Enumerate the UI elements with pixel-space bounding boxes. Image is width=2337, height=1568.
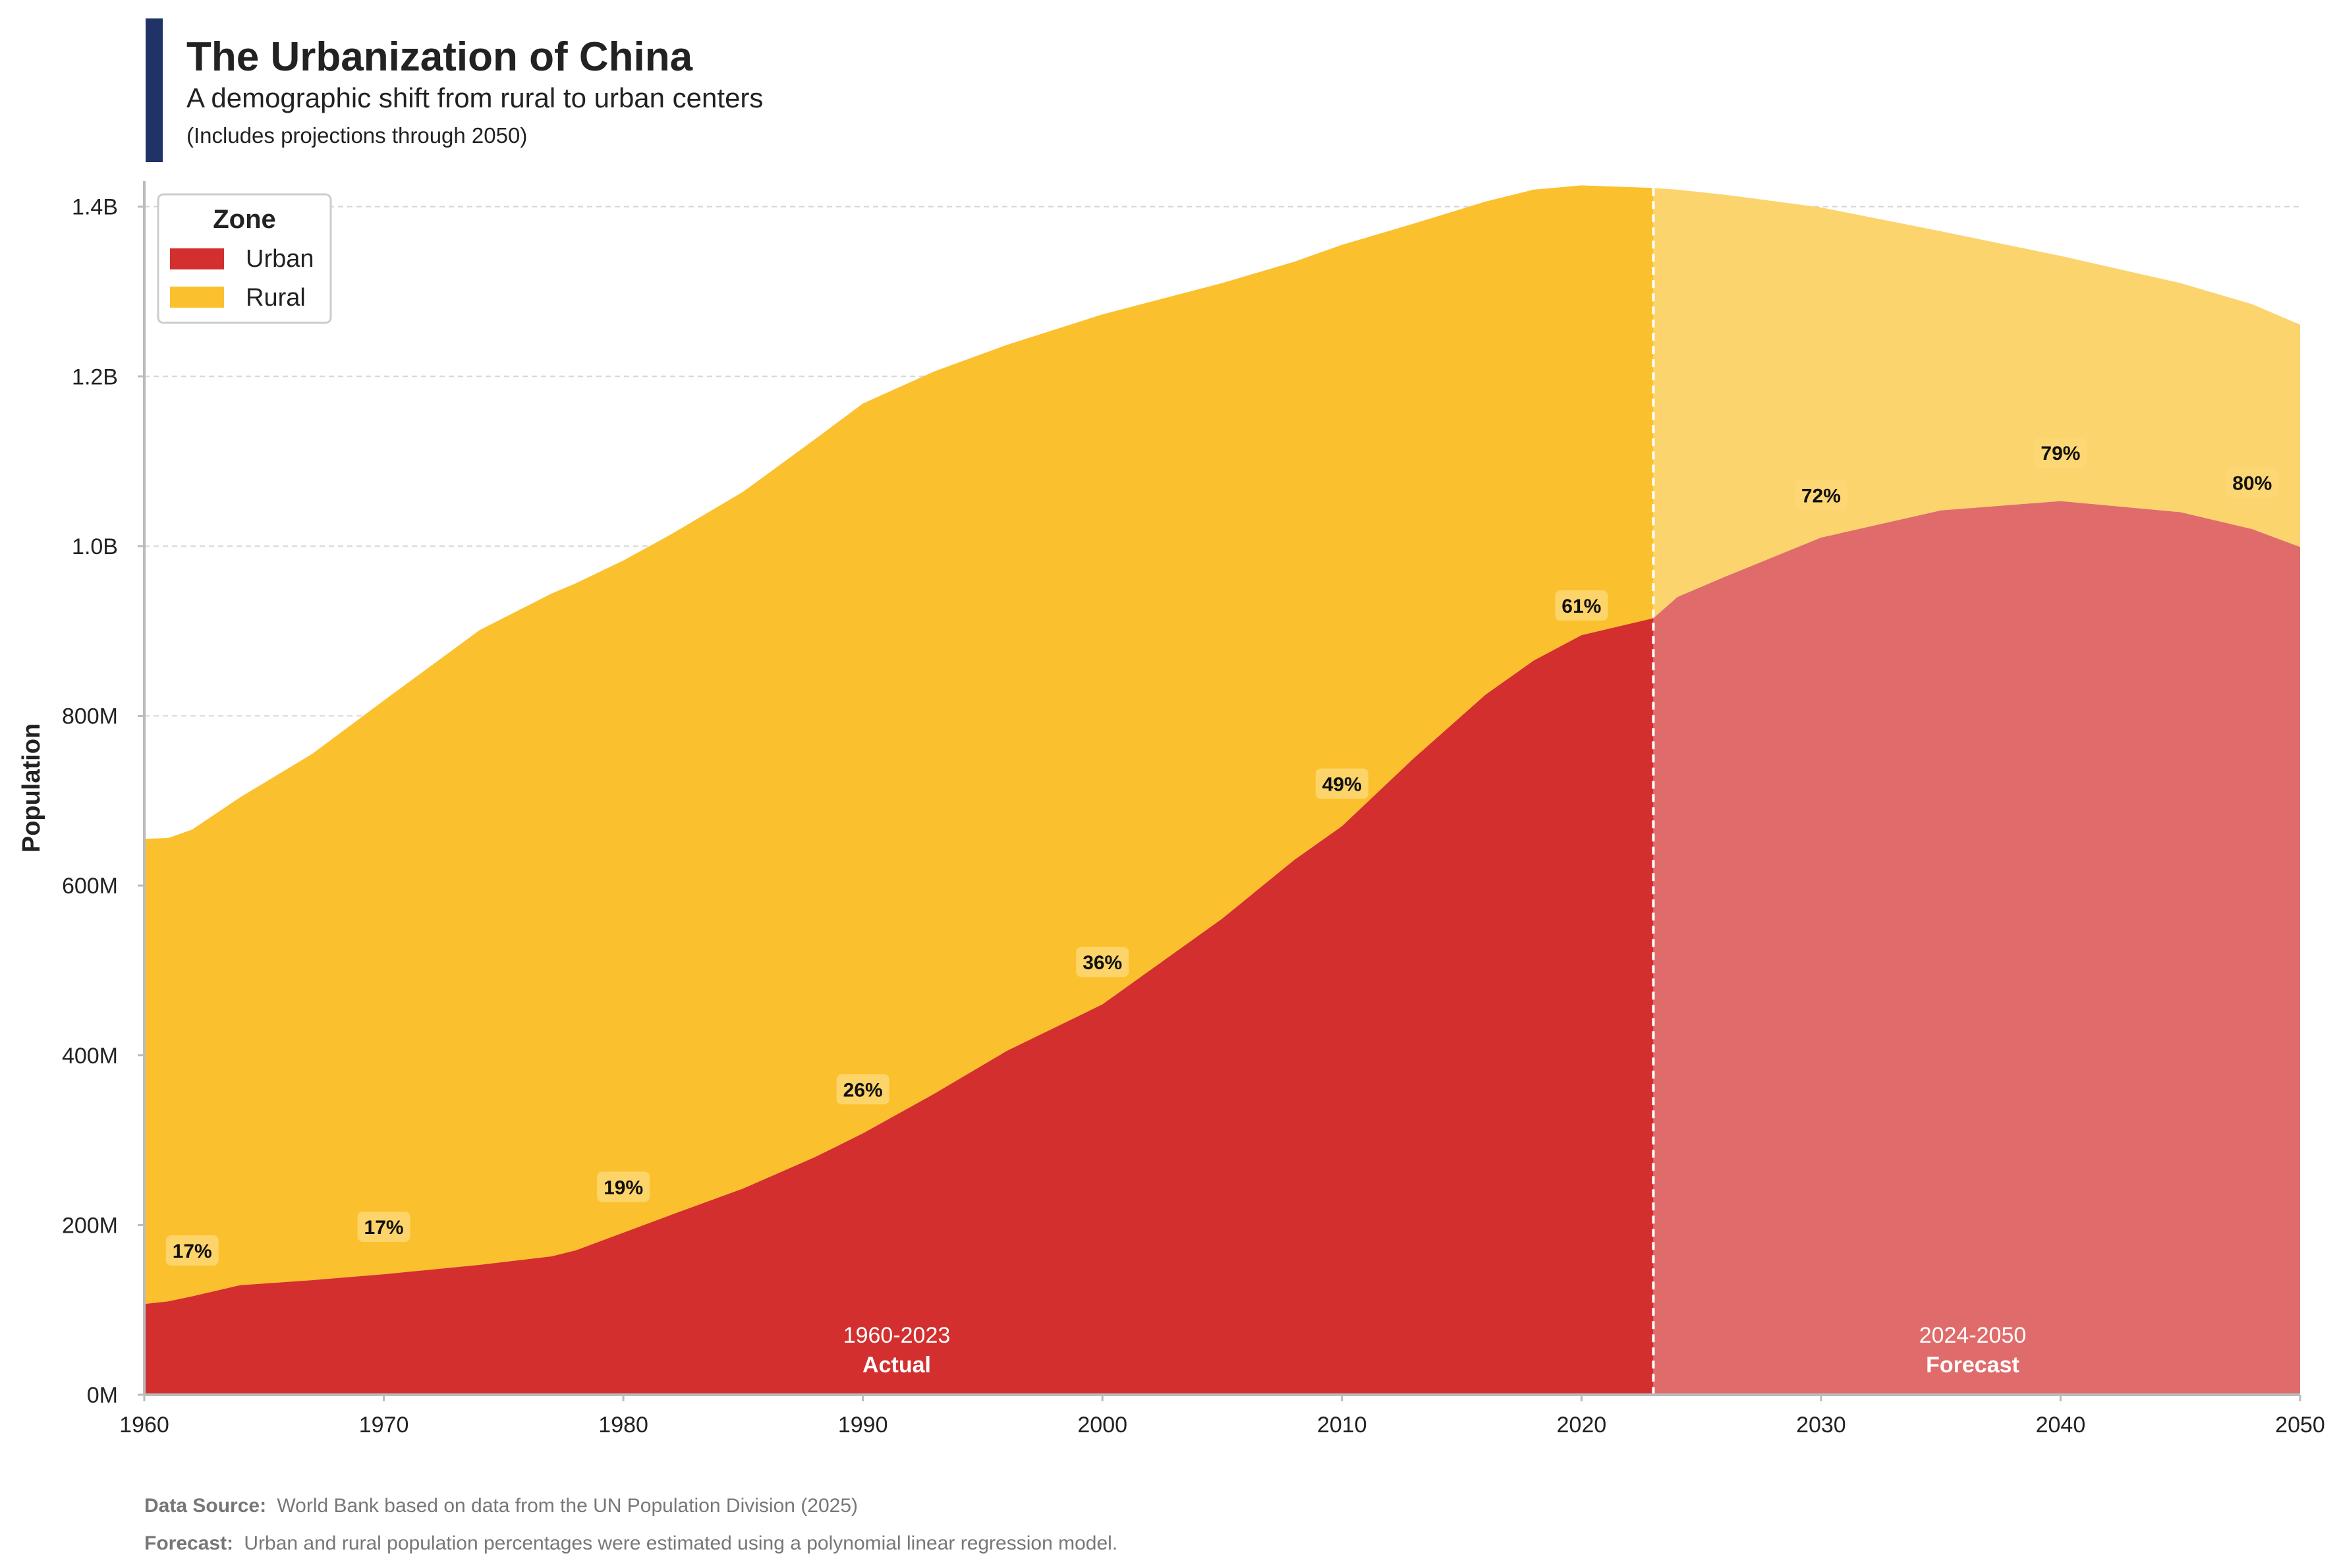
pct-label-2010: 49% [1322,774,1362,796]
pct-label-2000: 36% [1083,952,1122,974]
period-actual-label: Actual [862,1353,931,1378]
y-tick-label-800M: 800M [62,704,118,729]
pct-label-box-4 [1076,947,1129,978]
period-actual-range: 1960-2023 [843,1323,951,1348]
y-tick-label-200M: 200M [62,1213,118,1238]
pct-label-2020: 61% [1562,596,1601,617]
pct-label-1990: 26% [843,1079,883,1101]
pct-label-box-2 [597,1171,650,1202]
y-axis-title: Population [18,723,45,853]
pct-label-2048: 80% [2232,472,2272,494]
pct-label-box-6 [1555,590,1608,621]
x-tick-label-2020: 2020 [1557,1413,1607,1438]
x-tick-label-1960: 1960 [119,1413,169,1438]
x-tick-label-2030: 2030 [1796,1413,1846,1438]
y-tick-label-1.0B: 1.0B [72,534,118,559]
y-tick-label-0M: 0M [87,1383,118,1408]
urban-area-forecast [1653,501,2300,1395]
percentage-labels: 17% 17% 19% 26% 36% 49% 61% 72% 79% 80% [165,437,2279,1266]
pct-label-box-8 [2034,437,2087,468]
rural-area-actual [144,185,1654,1304]
period-forecast-range: 2024-2050 [1919,1323,2027,1348]
footer-source-text: World Bank based on data from the UN Pop… [277,1495,858,1517]
y-tick-label-1.2B: 1.2B [72,364,118,389]
area-layer [144,185,2300,1395]
axes: 0M 200M 400M 600M 800M 1.0B 1.2B 1.4B 1960 1970 19… [18,181,2325,1438]
x-tick-label-2010: 2010 [1317,1413,1367,1438]
x-tick-label-1990: 1990 [838,1413,888,1438]
y-tick-label-400M: 400M [62,1044,118,1069]
legend-label-urban: Urban [246,245,314,273]
legend-swatch-rural [170,287,224,308]
x-tick-label-2050: 2050 [2275,1413,2325,1438]
pct-label-box-9 [2226,467,2279,498]
pct-label-2030: 72% [1801,486,1841,507]
pct-label-2040: 79% [2041,443,2080,464]
period-forecast-label: Forecast [1926,1353,2019,1378]
x-tick-label-1970: 1970 [359,1413,409,1438]
y-tick-label-1.4B: 1.4B [72,195,118,220]
chart-title: The Urbanization of China [186,34,693,80]
footer-forecast-label: Forecast: [144,1532,233,1554]
y-tick-label-600M: 600M [62,874,118,899]
footer-forecast: Forecast: Urban and rural population per… [144,1532,1117,1554]
footer-source-label: Data Source: [144,1495,266,1517]
pct-label-1970: 17% [364,1217,404,1239]
pct-label-1980: 19% [604,1177,643,1198]
pct-label-1962: 17% [173,1241,212,1262]
pct-label-box-5 [1315,768,1368,799]
legend-title: Zone [213,205,276,234]
chart-subtitle: A demographic shift from rural to urban … [186,82,763,113]
chart-note: (Includes projections through 2050) [186,123,527,148]
pct-label-box-7 [1794,480,1847,511]
period-labels: 1960-2023 Actual 2024-2050 Forecast [843,1323,2027,1378]
x-tick-label-2000: 2000 [1077,1413,1127,1438]
x-tick-label-2040: 2040 [2036,1413,2086,1438]
title-accent-bar [146,18,163,162]
urban-area-actual [144,618,1654,1395]
legend: Zone Urban Rural [157,193,332,324]
x-tick-label-1980: 1980 [598,1413,648,1438]
pct-label-box-0 [165,1235,219,1266]
legend-swatch-urban [170,248,224,269]
pct-label-box-3 [836,1074,889,1105]
rural-area-forecast [1653,188,2300,619]
pct-label-box-1 [357,1211,410,1242]
footer-source: Data Source: World Bank based on data fr… [144,1495,858,1517]
footer-forecast-text: Urban and rural population percentages w… [244,1532,1117,1554]
legend-label-rural: Rural [246,284,306,312]
